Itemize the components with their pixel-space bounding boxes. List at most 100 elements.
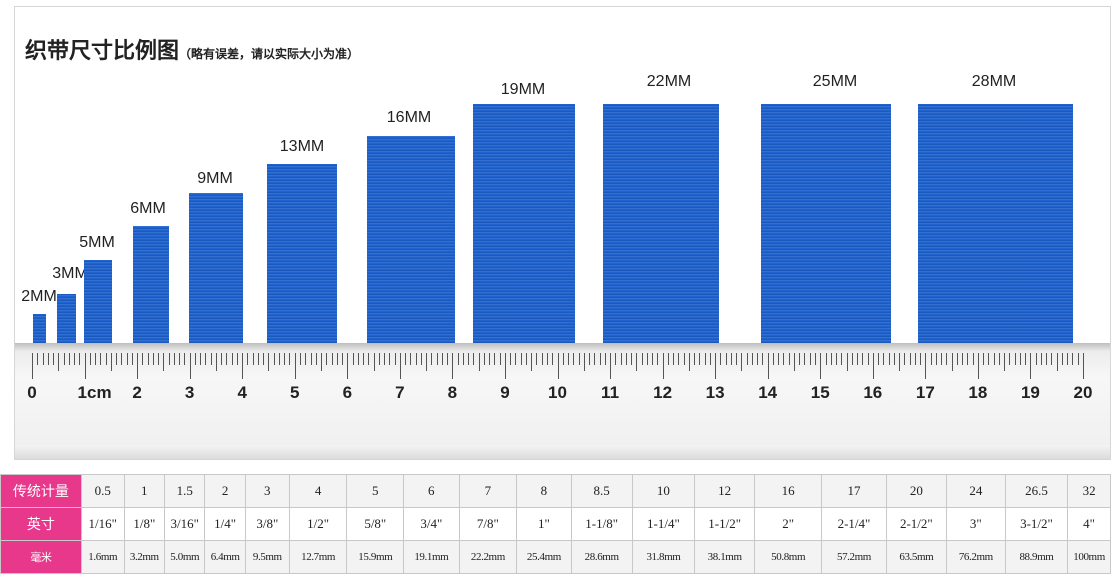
table-cell: 17 [821,474,887,508]
ruler-tick [173,353,175,365]
table-cell: 1" [516,507,572,541]
ruler-tick [751,353,753,365]
ruler-tick [520,353,522,365]
ruler-tick [415,353,417,365]
ruler-tick [836,353,837,365]
ruler-tick [315,353,317,365]
ribbon-22mm [603,104,719,344]
ruler-tick [489,353,491,365]
row-millimeter: 毫米 1.6mm 3.2mm 5.0mm 6.4mm 9.5mm 12.7mm 15.9mm 1… [0,540,1111,574]
ruler-number: 5 [290,383,300,402]
ribbon-label: 5MM [79,234,115,251]
ruler-tick [194,353,196,365]
ruler-tick [846,353,848,371]
table-cell: 3 [244,474,290,508]
ruler-tick [158,353,160,365]
ruler-tick [1077,353,1079,365]
ruler-tick [531,353,533,371]
ruler-tick [809,353,811,365]
ruler-tick [615,353,617,365]
ruler-tick [47,353,49,365]
ruler-tick [221,353,223,365]
ruler-tick [1025,353,1027,365]
ruler-tick [1009,353,1011,365]
ruler-tick [1040,353,1042,365]
ruler-tick [483,353,485,365]
ruler-tick [373,353,375,371]
ruler-tick [736,353,738,365]
ruler-tick [357,353,359,365]
ruler-tick [862,353,864,365]
table-cell: 3/16" [163,507,206,541]
ruler-tick [878,353,880,365]
ruler-tick [757,353,759,365]
ruler-edge [15,343,1110,351]
ruler-tick [1056,353,1058,371]
table-cell: 19.1mm [403,540,460,574]
ruler-tick [215,353,217,371]
ruler-tick [946,353,948,365]
ruler-tick [147,353,149,365]
ruler-tick [962,353,964,365]
ruler-tick [515,353,517,365]
ruler-tick [688,353,690,371]
ruler-tick [783,353,785,365]
table-cell: 12 [694,474,756,508]
ruler-tick [431,353,433,365]
ruler-tick [583,353,585,371]
ruler-tick [1061,353,1063,365]
table-cell: 6 [403,474,460,508]
ruler-tick [74,353,76,365]
ruler-number: 16 [863,383,883,402]
ruler-tick [956,353,958,365]
table-cell: 3/8" [244,507,290,541]
ruler-tick [326,353,328,365]
ribbon-19mm [473,104,575,344]
table-cell: 6.4mm [204,540,246,574]
ruler-tick [236,353,238,365]
table-cell: 2 [204,474,246,508]
table-cell: 2-1/4" [821,507,887,541]
ribbon-label: 16MM [386,109,432,126]
ribbon-label: 22MM [646,73,692,90]
ruler-tick [935,353,937,365]
ruler-tick [504,353,506,379]
ruler-tick [289,353,291,365]
table-cell: 24 [945,474,1006,508]
table-cell: 1 [123,474,166,508]
ruler-tick [857,353,859,365]
ruler-tick [920,353,922,365]
ruler-tick [268,353,270,371]
ruler-tick [42,353,44,365]
table-cell: 100mm [1067,540,1111,574]
ruler-tick [825,353,827,365]
ruler-tick [594,353,596,365]
table-cell: 20 [885,474,947,508]
table-cell: 76.2mm [945,540,1006,574]
ruler-tick [641,353,643,365]
size-chart-panel: 织带尺寸比例图（略有误差，请以实际大小为准） 2MM 3MM 5MM 6MM 9MM 13… [14,6,1111,460]
ruler-tick [562,353,564,365]
ruler-tick [478,353,480,371]
ruler-number: 20 [1073,383,1093,402]
table-cell: 12.7mm [288,540,348,574]
ruler-tick [541,353,543,365]
ruler-tick [1035,353,1037,365]
table-cell: 5 [346,474,405,508]
ruler-tick [110,353,112,371]
ruler-tick [105,353,107,365]
ruler-tick [95,353,97,365]
ruler-tick [867,353,869,365]
ruler-tick [32,353,33,379]
ruler-tick [1083,353,1084,379]
ruler-tick [200,353,202,365]
ruler-tick [163,353,165,371]
ruler-number: 17 [915,383,935,402]
ruler-tick [499,353,501,365]
ruler-tick [967,353,969,365]
ruler: 0 1cm 2 3 4 5 6 7 8 9 10 11 12 13 14 15 16 17 18 19 20 [15,343,1110,459]
ruler-tick [904,353,906,365]
ruler-tick [1004,353,1006,371]
ruler-tick [399,353,401,379]
ruler-tick [1051,353,1053,365]
